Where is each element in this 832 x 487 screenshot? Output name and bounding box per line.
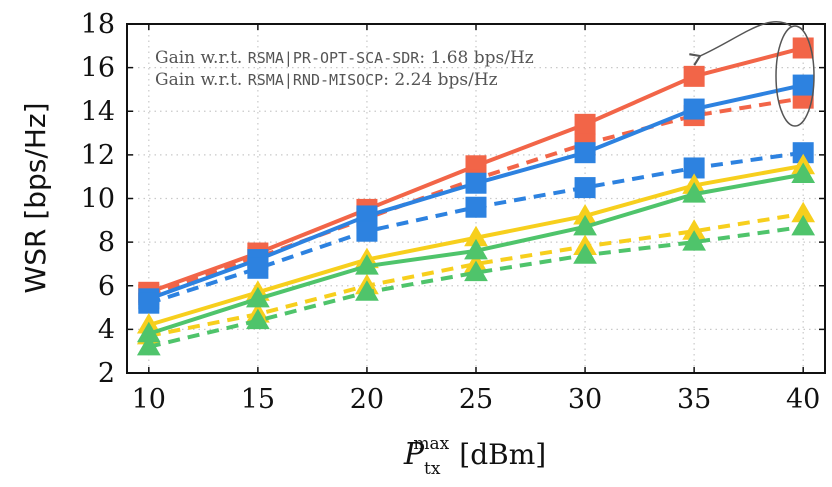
data-point <box>574 177 596 199</box>
data-point <box>574 113 596 135</box>
data-point <box>683 65 705 87</box>
data-point <box>574 142 596 164</box>
y-tick-label: 18 <box>81 9 115 40</box>
x-tick-label: 35 <box>677 384 711 415</box>
y-tick-labels: 2 4 6 8 10 12 14 16 18 <box>81 9 115 389</box>
data-point <box>791 162 816 184</box>
y-tick-label: 2 <box>98 358 115 389</box>
data-point <box>355 280 379 301</box>
data-point <box>246 286 270 308</box>
series-4 <box>138 142 814 314</box>
data-point <box>356 220 378 242</box>
series-7 <box>136 162 816 343</box>
data-point <box>573 243 597 264</box>
y-tick-label: 6 <box>98 271 115 302</box>
x-tick-label: 10 <box>132 384 166 415</box>
data-point <box>246 308 270 330</box>
x-tick-label: 15 <box>241 384 275 415</box>
data-point <box>465 172 487 194</box>
annotation-arrow <box>689 21 793 66</box>
data-point <box>247 257 269 279</box>
tick-marks <box>127 23 825 374</box>
gain-annotation-1: Gain w.r.t. RSMA|PR-OPT-SCA-SDR: 1.68 bp… <box>155 48 534 68</box>
data-point <box>792 37 814 59</box>
data-point <box>792 74 814 96</box>
series-8 <box>136 214 816 356</box>
y-tick-label: 4 <box>98 314 115 345</box>
x-tick-label: 20 <box>350 384 384 415</box>
data-point <box>791 214 816 236</box>
x-tick-label: 25 <box>459 384 493 415</box>
data-point <box>682 182 706 203</box>
y-tick-label: 10 <box>81 184 115 215</box>
data-point <box>464 238 488 260</box>
x-tick-label: 40 <box>786 384 820 415</box>
data-point <box>136 334 161 356</box>
y-tick-label: 12 <box>81 140 115 171</box>
y-tick-label: 8 <box>98 227 115 258</box>
x-axis-title: Ptxmax [dBm] <box>403 434 546 479</box>
data-point <box>355 254 379 275</box>
y-axis-title: WSR [bps/Hz] <box>19 103 52 294</box>
y-tick-label: 16 <box>81 53 115 84</box>
x-tick-label: 30 <box>568 384 602 415</box>
y-tick-label: 14 <box>81 96 115 127</box>
series-layer <box>136 37 816 356</box>
x-tick-labels: 10 15 20 25 30 35 40 <box>132 384 821 415</box>
data-point <box>138 292 160 314</box>
data-point <box>682 230 706 251</box>
data-point <box>573 214 597 236</box>
data-point <box>464 260 488 282</box>
data-point <box>683 98 705 120</box>
data-point <box>465 196 487 218</box>
highlight-ellipse <box>775 25 815 127</box>
gain-annotation-2: Gain w.r.t. RSMA|RND-MISOCP: 2.24 bps/Hz <box>155 70 498 90</box>
